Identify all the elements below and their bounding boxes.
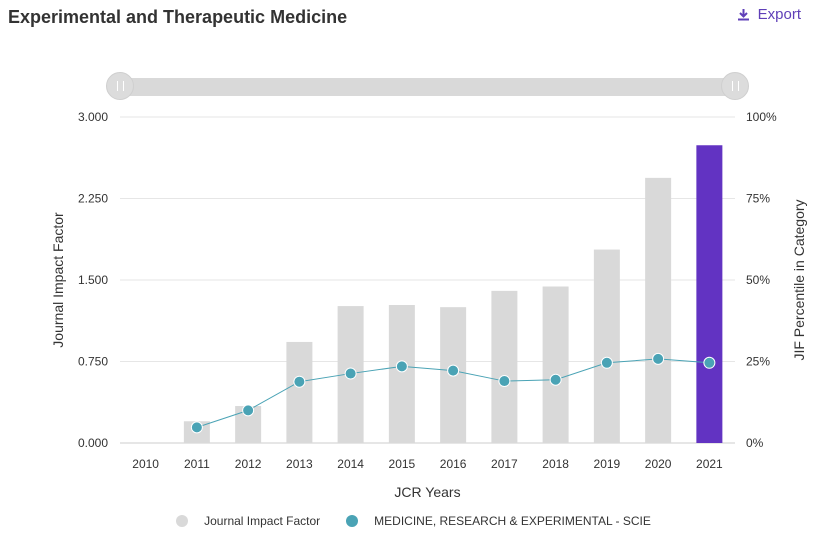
percentile-point-2012 [242, 404, 255, 417]
percentile-point-2019 [600, 356, 613, 369]
percentile-point-2017 [498, 375, 511, 388]
legend-label-jif: Journal Impact Factor [204, 514, 321, 528]
legend-marker-jif [176, 515, 189, 527]
y2-axis-title: JIF Percentile in Category [791, 199, 807, 360]
y2-tick-label: 100% [746, 110, 777, 124]
bar-2020 [645, 177, 672, 443]
x-tick-label: 2016 [440, 457, 467, 471]
x-tick-label: 2012 [235, 457, 262, 471]
y2-tick-label: 25% [746, 355, 770, 369]
percentile-point-2013 [293, 375, 306, 388]
x-tick-label: 2015 [389, 457, 416, 471]
download-icon [737, 9, 749, 21]
x-tick-label: 2020 [645, 457, 672, 471]
y-axis-title: Journal Impact Factor [50, 212, 66, 348]
x-tick-label: 2021 [696, 457, 723, 471]
page-title: Experimental and Therapeutic Medicine [8, 7, 348, 27]
legend-item-percentile[interactable]: MEDICINE, RESEARCH & EXPERIMENTAL - SCIE [346, 514, 651, 528]
y-tick-label: 0.750 [78, 355, 108, 369]
legend-label-percentile: MEDICINE, RESEARCH & EXPERIMENTAL - SCIE [374, 514, 651, 528]
slider-handle-end[interactable] [721, 72, 749, 100]
export-label: Export [757, 6, 801, 23]
x-tick-label: 2018 [542, 457, 569, 471]
year-range-slider[interactable] [106, 72, 749, 102]
percentile-point-2018 [549, 373, 562, 386]
bar-2021 [696, 145, 723, 443]
bar-2017 [491, 290, 518, 443]
percentile-point-2015 [395, 360, 408, 373]
x-axis-title: JCR Years [394, 484, 460, 500]
percentile-point-2014 [344, 367, 357, 380]
y2-tick-label: 0% [746, 436, 764, 450]
bar-2019 [593, 249, 620, 443]
x-tick-label: 2011 [184, 457, 210, 471]
percentile-point-2011 [190, 421, 203, 434]
legend-item-jif[interactable]: Journal Impact Factor [176, 514, 320, 528]
y-tick-label: 1.500 [78, 273, 108, 287]
y-tick-label: 2.250 [78, 192, 108, 206]
bar-2015 [388, 304, 415, 443]
x-tick-label: 2019 [594, 457, 621, 471]
y2-tick-label: 75% [746, 192, 770, 206]
y-tick-label: 0.000 [78, 436, 108, 450]
x-tick-label: 2010 [132, 457, 159, 471]
slider-handle-start[interactable] [106, 72, 134, 100]
impact-factor-chart: 0.000 0% 0.750 25% 1.500 50% 2.250 75% 3.000 100%… [50, 110, 807, 500]
export-button[interactable]: Export [737, 6, 801, 23]
legend-marker-percentile [346, 515, 359, 527]
chart-legend: Journal Impact Factor MEDICINE, RESEARCH… [0, 514, 827, 528]
percentile-point-2020 [652, 352, 665, 365]
bar-2018 [542, 286, 569, 443]
percentile-point-2021 [703, 356, 716, 369]
x-tick-label: 2017 [491, 457, 518, 471]
x-tick-label: 2013 [286, 457, 313, 471]
y2-tick-label: 50% [746, 273, 770, 287]
slider-track[interactable] [120, 78, 735, 96]
percentile-point-2016 [447, 364, 460, 377]
x-tick-label: 2014 [337, 457, 364, 471]
bar-2013 [286, 341, 313, 443]
y-tick-label: 3.000 [78, 110, 108, 124]
